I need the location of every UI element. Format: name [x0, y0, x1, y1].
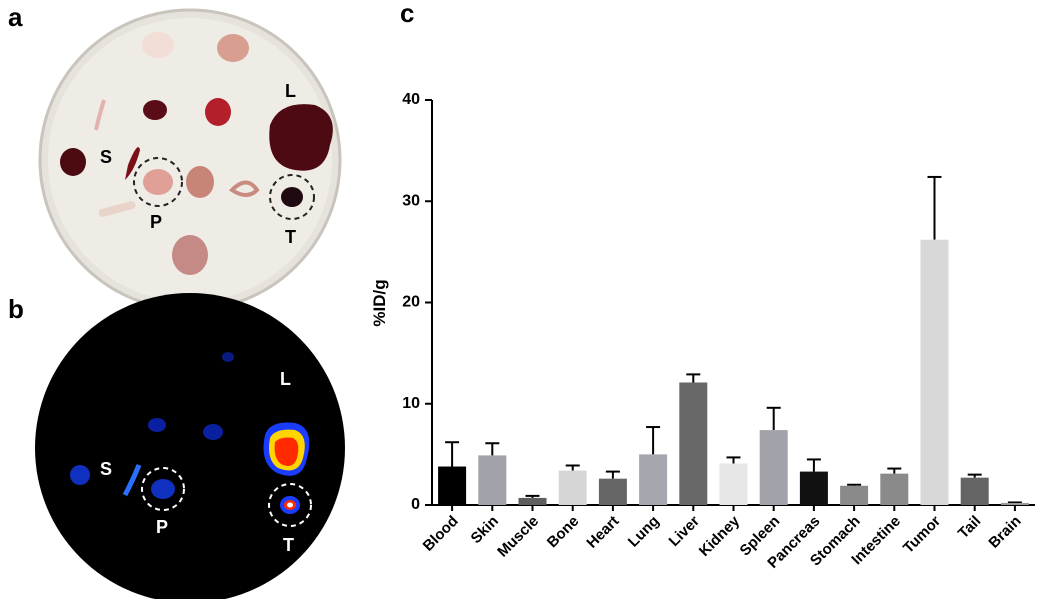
organ-marker: P — [150, 212, 162, 232]
organ-marker: T — [283, 535, 294, 555]
x-tick-label: Skin — [468, 513, 502, 547]
organ-marker: L — [285, 81, 296, 101]
organ-marker: S — [100, 147, 112, 167]
bar — [478, 455, 507, 505]
bar — [880, 473, 909, 505]
x-tick-label: Heart — [583, 513, 622, 552]
x-tick-label: Bone — [544, 513, 583, 552]
y-tick-label: 30 — [402, 192, 420, 209]
organ-marker: L — [280, 369, 291, 389]
bar — [598, 478, 627, 505]
bar — [679, 382, 708, 505]
photo-organs — [38, 8, 342, 312]
panel-label: c — [400, 0, 414, 28]
bar — [759, 430, 788, 505]
x-tick-label: Muscle — [494, 513, 542, 561]
panel-label: b — [8, 294, 24, 324]
bar — [558, 470, 587, 505]
x-tick-label: Liver — [666, 513, 703, 550]
bar — [960, 477, 989, 505]
y-tick-label: 10 — [402, 395, 420, 412]
x-tick-label: Lung — [625, 513, 663, 551]
bar — [639, 454, 668, 505]
y-tick-label: 20 — [402, 294, 420, 311]
bar — [1000, 502, 1029, 505]
y-axis-label: %ID/g — [370, 279, 389, 326]
bar — [799, 471, 828, 505]
x-tick-label: Blood — [420, 513, 462, 555]
bar — [920, 239, 949, 505]
organ-marker: S — [100, 459, 112, 479]
panel-label: a — [8, 2, 23, 32]
x-tick-label: Kidney — [696, 512, 744, 560]
bar — [438, 466, 467, 505]
x-tick-label: Brain — [985, 513, 1024, 552]
y-tick-label: 0 — [411, 496, 420, 513]
organ-marker: P — [156, 517, 168, 537]
organ-marker: T — [285, 227, 296, 247]
bar — [719, 463, 748, 505]
x-tick-label: Tumor — [900, 513, 944, 557]
x-tick-label: Tail — [955, 513, 985, 543]
bar — [518, 497, 547, 505]
bar — [840, 485, 869, 505]
y-tick-label: 40 — [402, 91, 420, 108]
photo-fluorescence — [35, 293, 345, 603]
